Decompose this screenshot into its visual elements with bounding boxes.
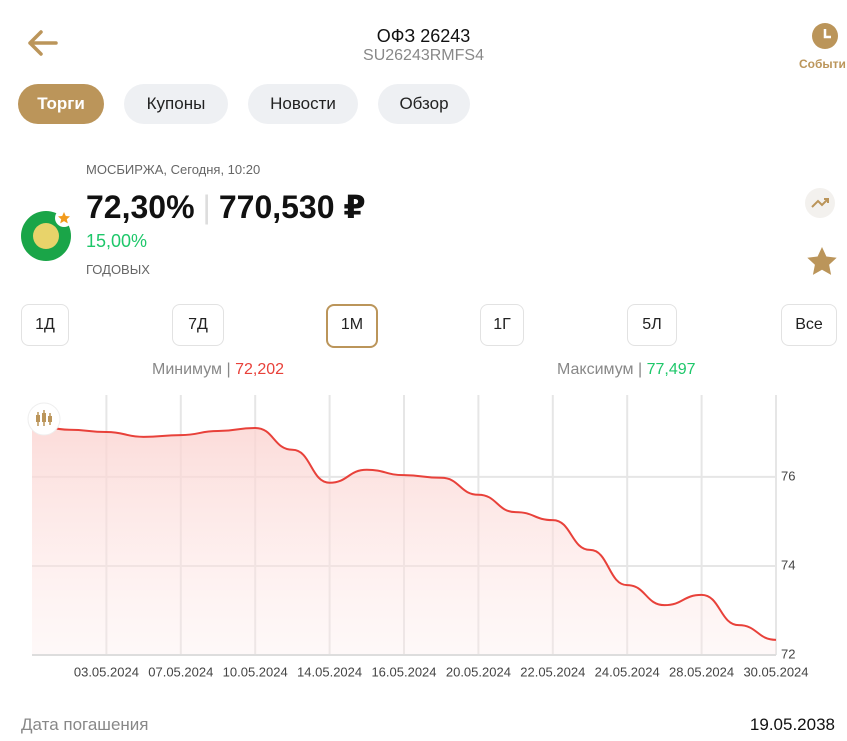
y-tick-label: 74 <box>781 557 795 572</box>
maturity-value: 19.05.2038 <box>749 715 835 734</box>
x-tick-label: 03.05.2024 <box>74 664 139 679</box>
trend-icon[interactable] <box>804 187 836 219</box>
tab[interactable]: Новости <box>248 84 358 124</box>
y-tick-label: 76 <box>781 468 795 483</box>
min-value: 72,202 <box>235 361 285 378</box>
max-label: Максимум <box>557 361 634 378</box>
x-tick-label: 20.05.2024 <box>446 664 511 679</box>
price-rub: 770,530 ₽ <box>218 189 366 225</box>
x-tick-label: 28.05.2024 <box>669 664 734 679</box>
min-label: Минимум <box>152 361 223 378</box>
x-tick-label: 10.05.2024 <box>223 664 288 679</box>
y-tick-label: 72 <box>781 646 795 661</box>
period-button[interactable]: 7Д <box>172 304 224 346</box>
title: ОФЗ 26243 <box>376 26 471 46</box>
x-tick-label: 14.05.2024 <box>297 664 362 679</box>
price: 72,30% | 770,530 ₽ <box>86 188 366 226</box>
line <box>31 423 777 641</box>
tab[interactable]: Купоны <box>124 84 228 124</box>
min: Минимум | 72,202 <box>152 361 285 378</box>
x-tick-label: 07.05.2024 <box>148 664 213 679</box>
x-tick-label: 22.05.2024 <box>520 664 585 679</box>
back-button[interactable] <box>26 28 60 58</box>
clock-icon[interactable] <box>810 22 840 52</box>
period-button[interactable]: 1Д <box>21 304 69 346</box>
yield-label: ГОДОВЫХ <box>86 262 150 277</box>
chart: 72 74 76 03.05.2024 07.05.2024 10.05.2024 14.0… <box>31 395 809 679</box>
tab[interactable]: Обзор <box>378 84 470 124</box>
maturity-label: Дата погашения <box>21 715 149 734</box>
x-tick-label: 16.05.2024 <box>371 664 436 679</box>
period-button[interactable]: Все <box>781 304 837 346</box>
area <box>32 424 776 655</box>
tab[interactable]: Торги <box>18 84 104 124</box>
period-button[interactable]: 1М <box>326 304 378 348</box>
subtitle: SU26243RMFS4 <box>363 47 484 64</box>
separator: | <box>202 189 211 225</box>
x-tick-label: 24.05.2024 <box>595 664 660 679</box>
issuer-logo <box>21 209 73 261</box>
period-button[interactable]: 5Л <box>627 304 677 346</box>
favorite-icon[interactable] <box>806 246 838 278</box>
max-value: 77,497 <box>646 361 696 378</box>
max: Максимум | 77,497 <box>557 361 696 378</box>
yield: 15,00% <box>86 231 148 251</box>
events-label[interactable]: Событи <box>799 57 846 71</box>
candles-toggle[interactable] <box>27 402 61 436</box>
period-button[interactable]: 1Г <box>480 304 524 346</box>
x-tick-label: 30.05.2024 <box>743 664 808 679</box>
source: МОСБИРЖА, Сегодня, 10:20 <box>86 162 261 177</box>
price-pct: 72,30% <box>86 189 195 225</box>
